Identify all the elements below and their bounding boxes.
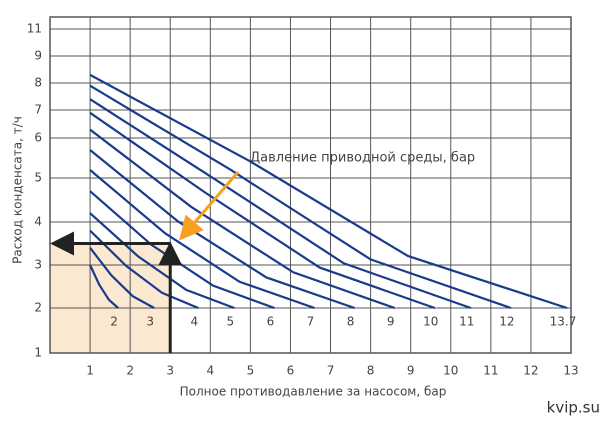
curve-label: 10 <box>423 315 438 329</box>
curve <box>89 264 119 309</box>
curve <box>89 247 155 309</box>
x-tick-label: 7 <box>327 364 335 378</box>
y-axis-label: Расход конденсата, т/ч <box>11 116 25 264</box>
y-tick-label: 5 <box>34 171 42 185</box>
annotation-arrow <box>179 171 240 241</box>
curve <box>89 111 436 310</box>
x-tick-label: 8 <box>367 364 375 378</box>
curve <box>89 73 568 310</box>
x-axis-label: Полное противодавление за насосом, бар <box>180 385 447 399</box>
curve-label: 13.7 <box>550 315 577 329</box>
y-tick-label: 7 <box>34 103 42 117</box>
curve-label: 4 <box>190 315 198 329</box>
y-tick-label: 11 <box>27 22 42 36</box>
x-tick-label: 3 <box>166 364 174 378</box>
y-tick-label: 9 <box>34 49 42 63</box>
y-tick-label: 4 <box>34 215 42 229</box>
watermark: kvip.su <box>547 399 600 417</box>
example-area <box>50 243 171 353</box>
curve-label: 6 <box>267 315 275 329</box>
curve <box>89 98 472 310</box>
x-tick-label: 5 <box>247 364 255 378</box>
y-tick-label: 6 <box>34 131 42 145</box>
x-tick-label: 2 <box>126 364 134 378</box>
x-tick-label: 6 <box>287 364 295 378</box>
curve <box>89 149 355 310</box>
curve-label: 12 <box>499 315 514 329</box>
curve-label: 2 <box>110 315 118 329</box>
curve <box>89 190 275 310</box>
curve-label: 11 <box>459 315 474 329</box>
x-tick-label: 4 <box>206 364 214 378</box>
curve <box>89 169 315 310</box>
x-tick-label: 13 <box>563 364 578 378</box>
y-tick-label: 1 <box>34 346 42 360</box>
x-tick-label: 10 <box>443 364 458 378</box>
curve-label: 9 <box>387 315 395 329</box>
curve <box>89 84 512 310</box>
y-tick-label: 2 <box>34 301 42 315</box>
curve-label: 7 <box>307 315 315 329</box>
curve <box>89 212 235 310</box>
y-tick-label: 3 <box>34 258 42 272</box>
curve <box>89 229 199 310</box>
x-tick-label: 9 <box>407 364 415 378</box>
annotation: Давление приводной среды, бар <box>250 151 475 166</box>
curve <box>89 128 396 310</box>
curve-label: 5 <box>227 315 235 329</box>
curve-label: 8 <box>347 315 355 329</box>
x-tick-label: 11 <box>483 364 498 378</box>
curve-label: 3 <box>146 315 154 329</box>
y-tick-label: 8 <box>34 76 42 90</box>
x-tick-label: 12 <box>523 364 538 378</box>
x-tick-label: 1 <box>86 364 94 378</box>
plot-frame <box>49 16 572 354</box>
